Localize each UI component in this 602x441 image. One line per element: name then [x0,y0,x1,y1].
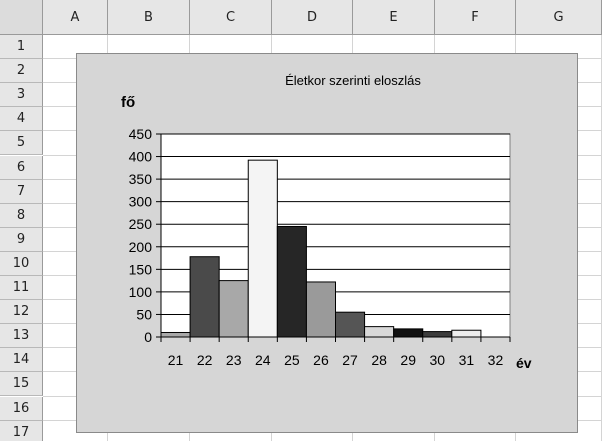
x-tick-label: 27 [342,352,358,368]
row-header-15[interactable]: 15 [0,372,43,396]
x-tick-label: 31 [459,352,475,368]
row-header-1[interactable]: 1 [0,35,43,59]
bar [248,160,277,337]
row-header-4[interactable]: 4 [0,107,43,131]
bar [394,329,423,337]
column-header-g[interactable]: G [516,0,602,35]
x-axis-label: év [516,355,532,371]
y-tick-label: 400 [129,149,153,165]
row-header-14[interactable]: 14 [0,348,43,372]
row-header-6[interactable]: 6 [0,156,43,180]
column-header-d[interactable]: D [272,0,353,35]
bar [161,332,190,337]
column-header-b[interactable]: B [108,0,190,35]
select-all-corner[interactable] [0,0,43,35]
bar [365,327,394,337]
row-header-13[interactable]: 13 [0,324,43,348]
bar [306,282,335,337]
bar-chart: Életkor szerinti eloszlás fő év 0 50 100 15… [77,54,579,434]
x-tick-label: 24 [255,352,271,368]
y-tick-label: 250 [129,216,153,232]
y-tick-label: 50 [136,306,152,322]
x-tick-label: 23 [226,352,242,368]
embedded-chart[interactable]: Életkor szerinti eloszlás fő év 0 50 100 15… [76,53,578,433]
x-tick-label: 28 [371,352,387,368]
row-header-11[interactable]: 11 [0,276,43,300]
row-header-17[interactable]: 17 [0,421,43,441]
row-header-7[interactable]: 7 [0,180,43,204]
y-axis-label: fő [121,94,135,111]
column-header-a[interactable]: A [43,0,108,35]
row-header-9[interactable]: 9 [0,228,43,252]
row-header-12[interactable]: 12 [0,300,43,324]
y-tick-label: 300 [129,194,153,210]
x-tick-label: 25 [284,352,300,368]
bar [277,226,306,337]
bar [423,332,452,337]
bar [219,281,248,337]
y-tick-label: 450 [129,126,153,142]
column-header-f[interactable]: F [435,0,516,35]
x-tick-label: 26 [313,352,329,368]
bar [452,330,481,337]
x-tick-label: 30 [430,352,446,368]
y-tick-label: 200 [129,239,153,255]
row-header-8[interactable]: 8 [0,204,43,228]
row-header-3[interactable]: 3 [0,83,43,107]
x-tick-label: 32 [488,352,504,368]
row-header-5[interactable]: 5 [0,131,43,155]
x-tick-label: 21 [168,352,184,368]
column-header-c[interactable]: C [190,0,272,35]
column-header-e[interactable]: E [353,0,435,35]
x-tick-label: 29 [400,352,416,368]
plot-area: 0 50 100 150 200 250 300 350 400 450 21 22 23 24 25 26 2… [129,126,510,368]
y-tick-label: 100 [129,284,153,300]
y-tick-label: 350 [129,171,153,187]
bar [336,312,365,337]
bar [190,257,219,337]
chart-title: Életkor szerinti eloszlás [285,73,421,88]
row-header-16[interactable]: 16 [0,397,43,421]
row-header-2[interactable]: 2 [0,59,43,83]
y-tick-label: 0 [144,329,152,345]
x-tick-label: 22 [197,352,213,368]
row-header-10[interactable]: 10 [0,252,43,276]
y-tick-label: 150 [129,261,153,277]
